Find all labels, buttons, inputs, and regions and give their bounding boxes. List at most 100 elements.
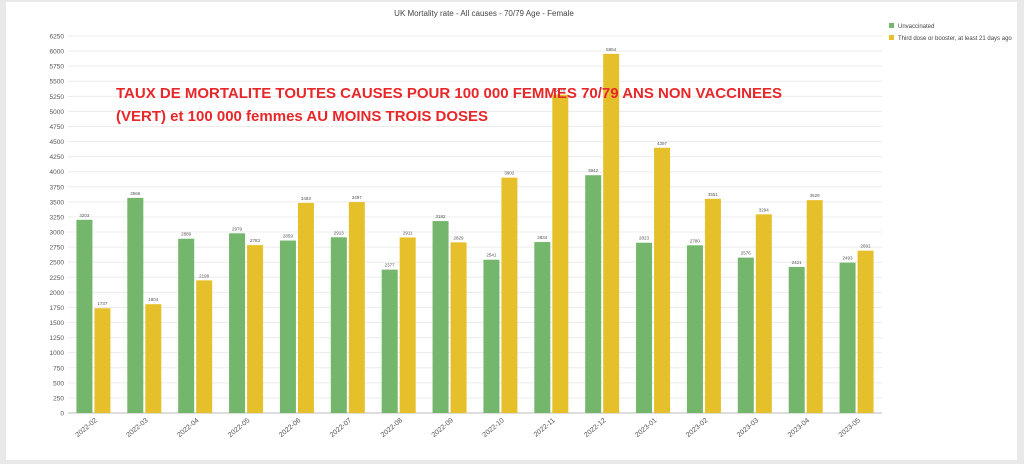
bar-unvaccinated — [788, 266, 805, 413]
bar-unvaccinated — [686, 245, 703, 413]
x-tick-label: 2022-03 — [125, 417, 149, 439]
y-tick-label: 2500 — [50, 260, 65, 267]
data-label: 3902 — [504, 171, 515, 176]
y-tick-label: 6250 — [50, 34, 65, 41]
y-tick-label: 3250 — [50, 214, 65, 221]
y-tick-label: 1250 — [50, 335, 65, 342]
bar-unvaccinated — [178, 238, 195, 413]
annotation: TAUX DE MORTALITE TOUTES CAUSES POUR 100… — [116, 85, 782, 125]
x-tick-label: 2022-05 — [227, 417, 251, 439]
annotation-line-1: TAUX DE MORTALITE TOUTES CAUSES POUR 100… — [116, 85, 782, 102]
bar-booster — [399, 237, 416, 413]
data-label: 3294 — [759, 207, 770, 212]
x-tick-label: 2022-11 — [533, 417, 557, 439]
data-label: 2979 — [232, 226, 243, 231]
data-label: 2421 — [792, 260, 803, 265]
data-label: 2889 — [181, 232, 192, 237]
bar-chart: UK Mortality rate - All causes - 70/79 A… — [50, 9, 1013, 439]
y-tick-label: 3000 — [50, 230, 65, 237]
data-label: 2780 — [690, 238, 701, 243]
bar-unvaccinated — [330, 237, 347, 413]
bar-booster — [145, 304, 162, 413]
x-tick-label: 2023-03 — [736, 417, 760, 439]
x-tick-label: 2022-07 — [329, 417, 353, 439]
data-label: 3529 — [810, 193, 821, 198]
bar-booster — [552, 94, 569, 413]
annotation-line-2: (VERT) et 100 000 femmes AU MOINS TROIS … — [116, 108, 488, 125]
x-tick-label: 2022-06 — [278, 417, 302, 439]
data-label: 3483 — [301, 196, 312, 201]
data-label: 4397 — [657, 141, 668, 146]
x-tick-label: 2022-02 — [75, 417, 99, 439]
bar-unvaccinated — [737, 257, 754, 413]
x-tick-label: 2022-10 — [482, 417, 506, 439]
y-tick-label: 3500 — [50, 199, 65, 206]
y-tick-label: 6000 — [50, 49, 65, 56]
x-tick-label: 2022-08 — [380, 417, 404, 439]
x-tick-label: 2022-12 — [583, 417, 607, 439]
bar-booster — [806, 200, 823, 413]
data-label: 2823 — [639, 236, 650, 241]
x-tick-label: 2023-02 — [685, 417, 709, 439]
x-tick-label: 2022-04 — [176, 417, 200, 439]
bar-unvaccinated — [279, 240, 296, 413]
chart-title: UK Mortality rate - All causes - 70/79 A… — [394, 9, 574, 18]
bar-booster — [704, 198, 721, 413]
bar-booster — [348, 202, 365, 413]
y-tick-label: 1500 — [50, 320, 65, 327]
bar-booster — [501, 177, 518, 413]
data-label: 2541 — [486, 253, 497, 258]
x-tick-label: 2023-01 — [634, 417, 658, 439]
y-tick-label: 4750 — [50, 124, 65, 131]
legend-label: Third dose or booster, at least 21 days … — [898, 36, 1012, 42]
y-tick-label: 1000 — [50, 350, 65, 357]
data-label: 2829 — [454, 235, 465, 240]
y-tick-label: 5250 — [50, 94, 65, 101]
bar-unvaccinated — [585, 175, 602, 413]
data-label: 3551 — [708, 192, 719, 197]
data-label: 3182 — [436, 214, 447, 219]
y-axis: 0 250 500 750 1000 1250 1500 1750 2000 2250 2500 27… — [50, 34, 65, 418]
data-label: 1737 — [97, 301, 108, 306]
y-tick-label: 750 — [53, 365, 64, 372]
x-tick-label: 2022-09 — [431, 417, 455, 439]
bar-unvaccinated — [381, 269, 398, 413]
data-label: 3203 — [79, 213, 90, 218]
x-tick-label: 2023-04 — [787, 417, 811, 439]
y-tick-label: 3750 — [50, 184, 65, 191]
data-label: 2783 — [250, 238, 261, 243]
data-label: 2913 — [334, 230, 345, 235]
bar-booster — [603, 53, 620, 413]
bar-booster — [755, 214, 772, 413]
bar-unvaccinated — [76, 219, 93, 413]
bar-unvaccinated — [127, 197, 144, 413]
bar-booster — [654, 147, 671, 414]
data-label: 5954 — [606, 47, 617, 52]
bar-unvaccinated — [839, 262, 856, 413]
bar-booster — [247, 245, 264, 413]
data-label: 2199 — [199, 273, 210, 278]
bar-booster — [196, 280, 213, 413]
data-label: 2859 — [283, 234, 294, 239]
y-tick-label: 2000 — [50, 290, 65, 297]
data-label: 3497 — [352, 195, 363, 200]
y-tick-label: 2750 — [50, 245, 65, 252]
legend-label: Unvaccinated — [898, 24, 934, 30]
data-label: 1804 — [148, 297, 159, 302]
y-tick-label: 4000 — [50, 169, 65, 176]
data-label: 2834 — [537, 235, 548, 240]
data-label: 5278 — [555, 88, 566, 93]
data-label: 2493 — [843, 256, 854, 261]
bar-unvaccinated — [229, 233, 246, 413]
legend: Unvaccinated Third dose or booster, at le… — [889, 23, 1012, 42]
y-tick-label: 5500 — [50, 79, 65, 86]
bar-unvaccinated — [432, 221, 449, 413]
y-tick-label: 5000 — [50, 109, 65, 116]
bar-booster — [297, 202, 314, 413]
bar-booster — [857, 250, 874, 413]
y-tick-label: 250 — [53, 395, 64, 402]
bar-booster — [94, 308, 111, 413]
y-tick-label: 500 — [53, 380, 64, 387]
data-label: 2377 — [385, 263, 396, 268]
bar-unvaccinated — [636, 242, 653, 413]
